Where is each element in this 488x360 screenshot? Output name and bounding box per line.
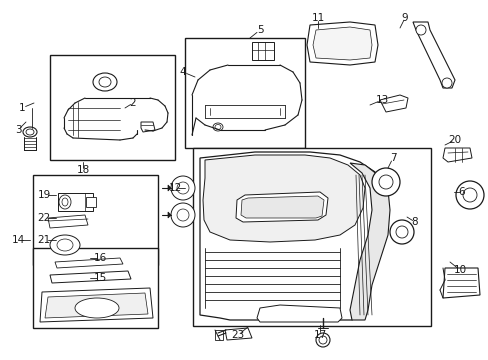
Polygon shape — [306, 22, 377, 65]
Text: 14: 14 — [11, 235, 24, 245]
Text: 5: 5 — [256, 25, 263, 35]
Polygon shape — [412, 22, 454, 88]
Text: 23: 23 — [231, 330, 244, 340]
Text: 20: 20 — [447, 135, 461, 145]
Bar — [215, 330, 223, 340]
Bar — [33, 248, 158, 328]
Ellipse shape — [213, 123, 223, 131]
Ellipse shape — [177, 182, 189, 194]
Ellipse shape — [455, 181, 483, 209]
Ellipse shape — [177, 209, 189, 221]
Text: 3: 3 — [15, 125, 21, 135]
Ellipse shape — [395, 226, 407, 238]
Ellipse shape — [315, 333, 329, 347]
Text: 19: 19 — [37, 190, 51, 200]
Polygon shape — [203, 155, 364, 242]
Text: 11: 11 — [311, 13, 324, 23]
Text: 1: 1 — [19, 103, 25, 113]
Text: 8: 8 — [411, 217, 417, 227]
Bar — [86, 197, 96, 207]
Text: 21: 21 — [37, 235, 51, 245]
Ellipse shape — [50, 235, 80, 255]
Text: 9: 9 — [401, 13, 407, 23]
Polygon shape — [141, 122, 155, 132]
Text: 10: 10 — [452, 265, 466, 275]
Polygon shape — [241, 196, 324, 218]
Ellipse shape — [378, 175, 392, 189]
Ellipse shape — [389, 220, 413, 244]
Bar — [184, 38, 305, 148]
Ellipse shape — [93, 73, 117, 91]
Polygon shape — [168, 185, 171, 191]
Ellipse shape — [462, 188, 476, 202]
Bar — [58, 193, 93, 211]
Text: 15: 15 — [93, 273, 106, 283]
Ellipse shape — [57, 239, 73, 251]
Text: 4: 4 — [179, 67, 186, 77]
Text: 2: 2 — [129, 98, 136, 108]
Ellipse shape — [23, 127, 37, 137]
Ellipse shape — [59, 195, 71, 209]
Polygon shape — [200, 152, 384, 320]
Polygon shape — [50, 271, 131, 283]
Text: 16: 16 — [93, 253, 106, 263]
Ellipse shape — [371, 168, 399, 196]
Polygon shape — [379, 95, 407, 112]
Ellipse shape — [171, 203, 195, 227]
Text: 7: 7 — [389, 153, 395, 163]
Polygon shape — [168, 212, 171, 218]
Text: 13: 13 — [375, 95, 388, 105]
Bar — [50, 55, 175, 160]
Ellipse shape — [215, 125, 221, 130]
Polygon shape — [48, 215, 88, 228]
Ellipse shape — [415, 25, 425, 35]
Ellipse shape — [26, 129, 34, 135]
Text: 18: 18 — [76, 165, 89, 175]
Polygon shape — [349, 163, 389, 320]
Polygon shape — [442, 148, 471, 162]
Polygon shape — [224, 328, 251, 340]
Text: 22: 22 — [37, 213, 51, 223]
Ellipse shape — [441, 78, 451, 88]
Ellipse shape — [318, 336, 326, 344]
Bar — [251, 42, 273, 60]
Polygon shape — [236, 192, 327, 222]
Text: 6: 6 — [458, 187, 465, 197]
Text: 17: 17 — [313, 330, 326, 340]
Ellipse shape — [171, 176, 195, 200]
Polygon shape — [45, 293, 148, 318]
Bar — [193, 148, 430, 326]
Polygon shape — [55, 258, 123, 268]
Ellipse shape — [62, 198, 68, 206]
Polygon shape — [257, 305, 341, 322]
Bar — [33, 175, 158, 265]
Text: 12: 12 — [168, 183, 181, 193]
Polygon shape — [312, 27, 371, 60]
Polygon shape — [40, 288, 153, 322]
Ellipse shape — [99, 77, 111, 87]
Polygon shape — [442, 268, 479, 298]
Ellipse shape — [75, 298, 119, 318]
